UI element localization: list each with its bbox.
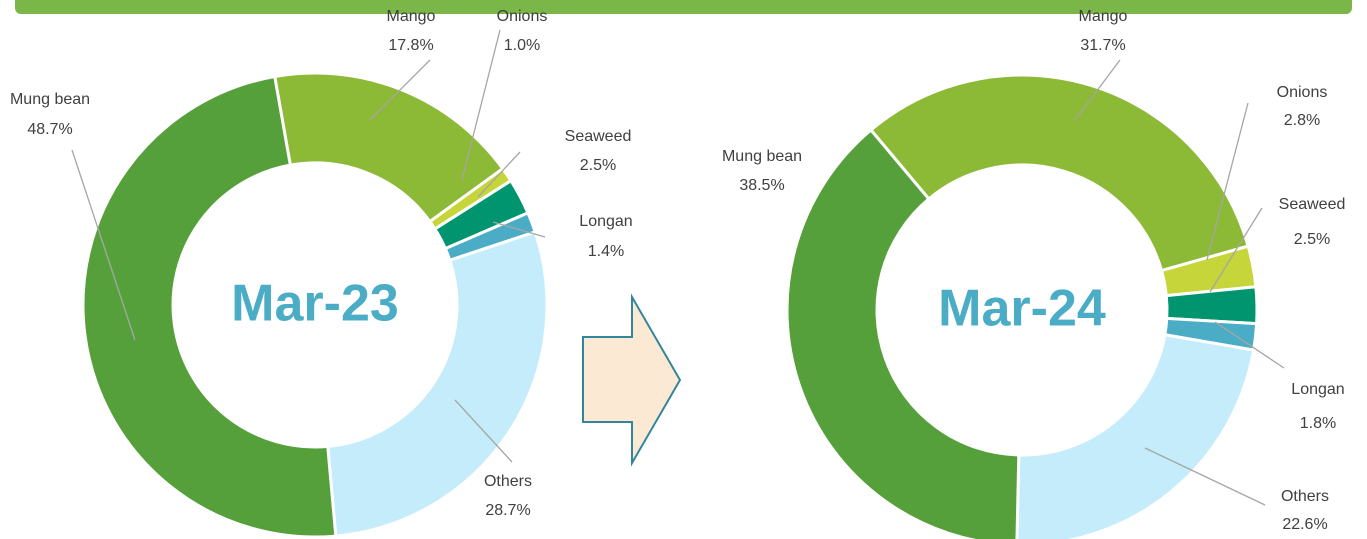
center-title: Mar-23 [231,275,399,333]
leader-line [1209,207,1263,293]
leader-line [1074,59,1121,121]
leader-line [1144,447,1266,506]
slice-label-name: Mung bean [722,148,802,165]
slice-label-value: 2.8% [1284,112,1320,129]
slice-label-name: Others [484,473,532,490]
donut-slice [272,71,505,224]
donut-slice [81,74,338,539]
slice-label-value: 38.5% [739,177,784,194]
slice-label-value: 2.5% [580,157,616,174]
donut-slice [1015,332,1256,539]
slice-label-name: Onions [497,8,548,25]
slice-label-name: Mango [1079,8,1128,25]
header-band [15,0,1352,14]
slice-label-value: 31.7% [1080,37,1125,54]
slice-label-name: Mung bean [10,91,90,108]
slice-label-value: 1.4% [588,243,624,260]
donut-slice [868,73,1251,273]
center-title: Mar-24 [938,280,1106,338]
slice-label-value: 1.0% [504,37,540,54]
leader-line [71,149,136,341]
leader-line [1206,102,1249,261]
slice-label-name: Mango [387,8,436,25]
slice-label-name: Longan [1291,381,1344,398]
leader-line [369,59,431,121]
slice-label-name: Others [1281,488,1329,505]
slice-label-name: Seaweed [565,128,632,145]
donut-slice [326,230,549,538]
leader-line [461,29,501,181]
slice-label-value: 28.7% [485,502,530,519]
slice-label-value: 2.5% [1294,231,1330,248]
slice-label-name: Seaweed [1279,196,1346,213]
slice-label-value: 48.7% [27,121,72,138]
slice-label-value: 1.8% [1300,415,1336,432]
leader-line [454,399,513,463]
leader-line [492,221,546,238]
leader-line [477,151,521,198]
slice-label-name: Longan [579,213,632,230]
slice-label-value: 22.6% [1282,516,1327,533]
leader-line [1214,321,1285,369]
donut-slice [785,127,1021,539]
arrow [582,293,682,467]
slice-label-name: Onions [1277,84,1328,101]
slice-label-value: 17.8% [388,37,433,54]
